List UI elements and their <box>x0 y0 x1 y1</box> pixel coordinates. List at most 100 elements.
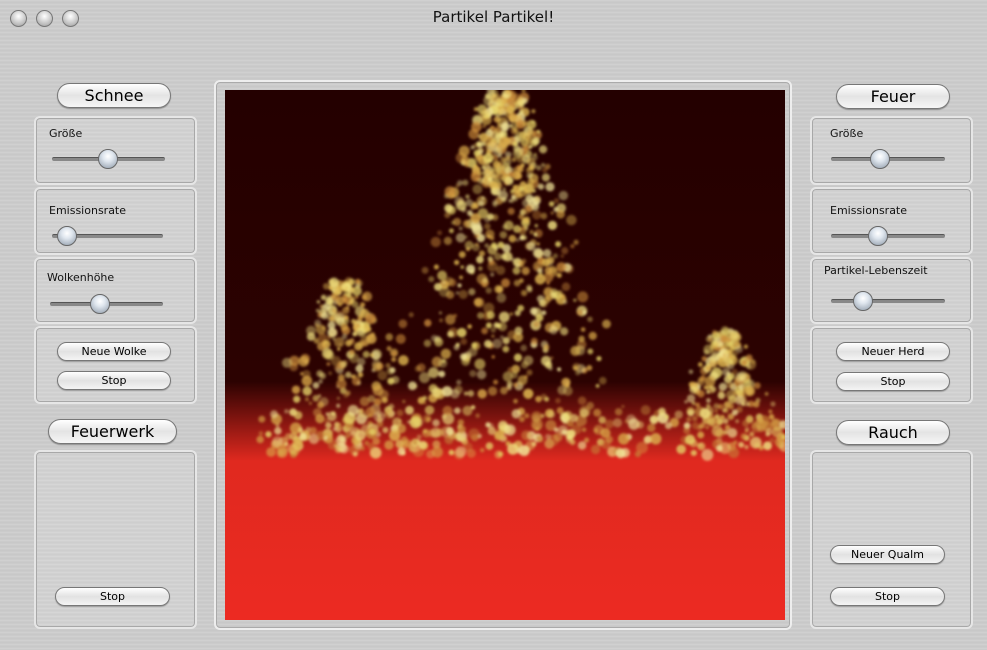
particle <box>577 291 588 302</box>
slider-thumb[interactable] <box>853 291 873 311</box>
particle <box>509 235 517 243</box>
particle <box>766 428 773 435</box>
particle <box>706 398 711 403</box>
particle <box>476 256 484 264</box>
particle <box>491 334 494 337</box>
particle <box>771 418 779 426</box>
particle <box>445 186 456 197</box>
particle <box>636 421 644 429</box>
particle <box>423 415 431 423</box>
particle <box>715 409 718 412</box>
particle <box>335 313 345 323</box>
particle <box>450 389 460 399</box>
particle <box>389 430 400 441</box>
particle <box>456 233 466 243</box>
particle <box>341 284 347 290</box>
particle <box>465 241 474 250</box>
particle <box>707 417 715 425</box>
button[interactable]: Neuer Qualm <box>830 545 945 564</box>
particle <box>486 287 492 293</box>
particle <box>534 233 538 237</box>
particle <box>506 441 510 445</box>
button[interactable]: Neuer Herd <box>836 342 950 361</box>
particle <box>589 332 597 340</box>
particle <box>743 400 749 406</box>
particle <box>484 223 491 230</box>
particle <box>537 436 544 443</box>
particle-view <box>225 90 785 620</box>
particle <box>438 371 445 378</box>
slider-thumb[interactable] <box>90 294 110 314</box>
particle <box>519 416 525 422</box>
button[interactable]: Neue Wolke <box>57 342 171 361</box>
particle <box>492 339 502 349</box>
button[interactable]: Stop <box>57 371 171 390</box>
particle <box>385 410 394 419</box>
particle <box>577 309 584 316</box>
particle <box>692 422 699 429</box>
section-button[interactable]: Feuerwerk <box>48 419 177 444</box>
particle <box>363 351 370 358</box>
particle <box>744 344 748 348</box>
particle <box>348 279 355 286</box>
button[interactable]: Stop <box>830 587 945 606</box>
particle <box>574 240 579 245</box>
particle <box>536 165 541 170</box>
particle <box>439 286 450 297</box>
particle <box>471 122 482 133</box>
particle <box>541 394 547 400</box>
particle <box>458 419 464 425</box>
particle <box>274 427 281 434</box>
particle <box>705 376 716 387</box>
slider-thumb[interactable] <box>57 226 77 246</box>
particle <box>513 382 518 387</box>
button[interactable]: Stop <box>55 587 170 606</box>
particle <box>321 295 327 301</box>
app-window: Partikel Partikel! Schnee Größe Emission… <box>0 0 987 650</box>
particle <box>753 401 759 407</box>
particle <box>337 348 340 351</box>
particle <box>498 190 508 200</box>
particle <box>545 267 553 275</box>
particle <box>461 156 470 165</box>
section-button[interactable]: Schnee <box>57 83 171 108</box>
particle <box>529 145 532 148</box>
button[interactable]: Stop <box>836 372 950 391</box>
particle <box>741 360 747 366</box>
particle <box>334 287 342 295</box>
particle <box>750 437 762 449</box>
particle <box>469 370 476 377</box>
particle <box>466 264 475 273</box>
particle <box>658 408 666 416</box>
particle <box>599 377 607 385</box>
particle <box>439 318 443 322</box>
particle <box>519 228 526 235</box>
particle <box>520 163 524 167</box>
particle <box>591 445 600 454</box>
particle <box>626 414 636 424</box>
particle <box>487 311 495 319</box>
particle <box>613 418 622 427</box>
particle <box>468 428 479 439</box>
slider-thumb[interactable] <box>870 149 890 169</box>
particle <box>292 386 300 394</box>
particle <box>487 128 491 132</box>
particle <box>765 392 769 396</box>
particle <box>428 276 434 282</box>
slider-thumb[interactable] <box>868 226 888 246</box>
slider-thumb[interactable] <box>98 149 118 169</box>
particle <box>676 444 686 454</box>
section-button[interactable]: Feuer <box>836 84 950 109</box>
particle <box>545 434 551 440</box>
particle <box>476 141 481 146</box>
particle <box>768 409 772 413</box>
particle <box>442 414 447 419</box>
section-button[interactable]: Rauch <box>836 420 950 445</box>
particle <box>456 343 460 347</box>
particle <box>474 298 482 306</box>
particle <box>392 417 402 427</box>
particle <box>527 120 536 129</box>
particle <box>684 400 688 404</box>
particle <box>360 302 365 307</box>
particle <box>336 404 340 408</box>
